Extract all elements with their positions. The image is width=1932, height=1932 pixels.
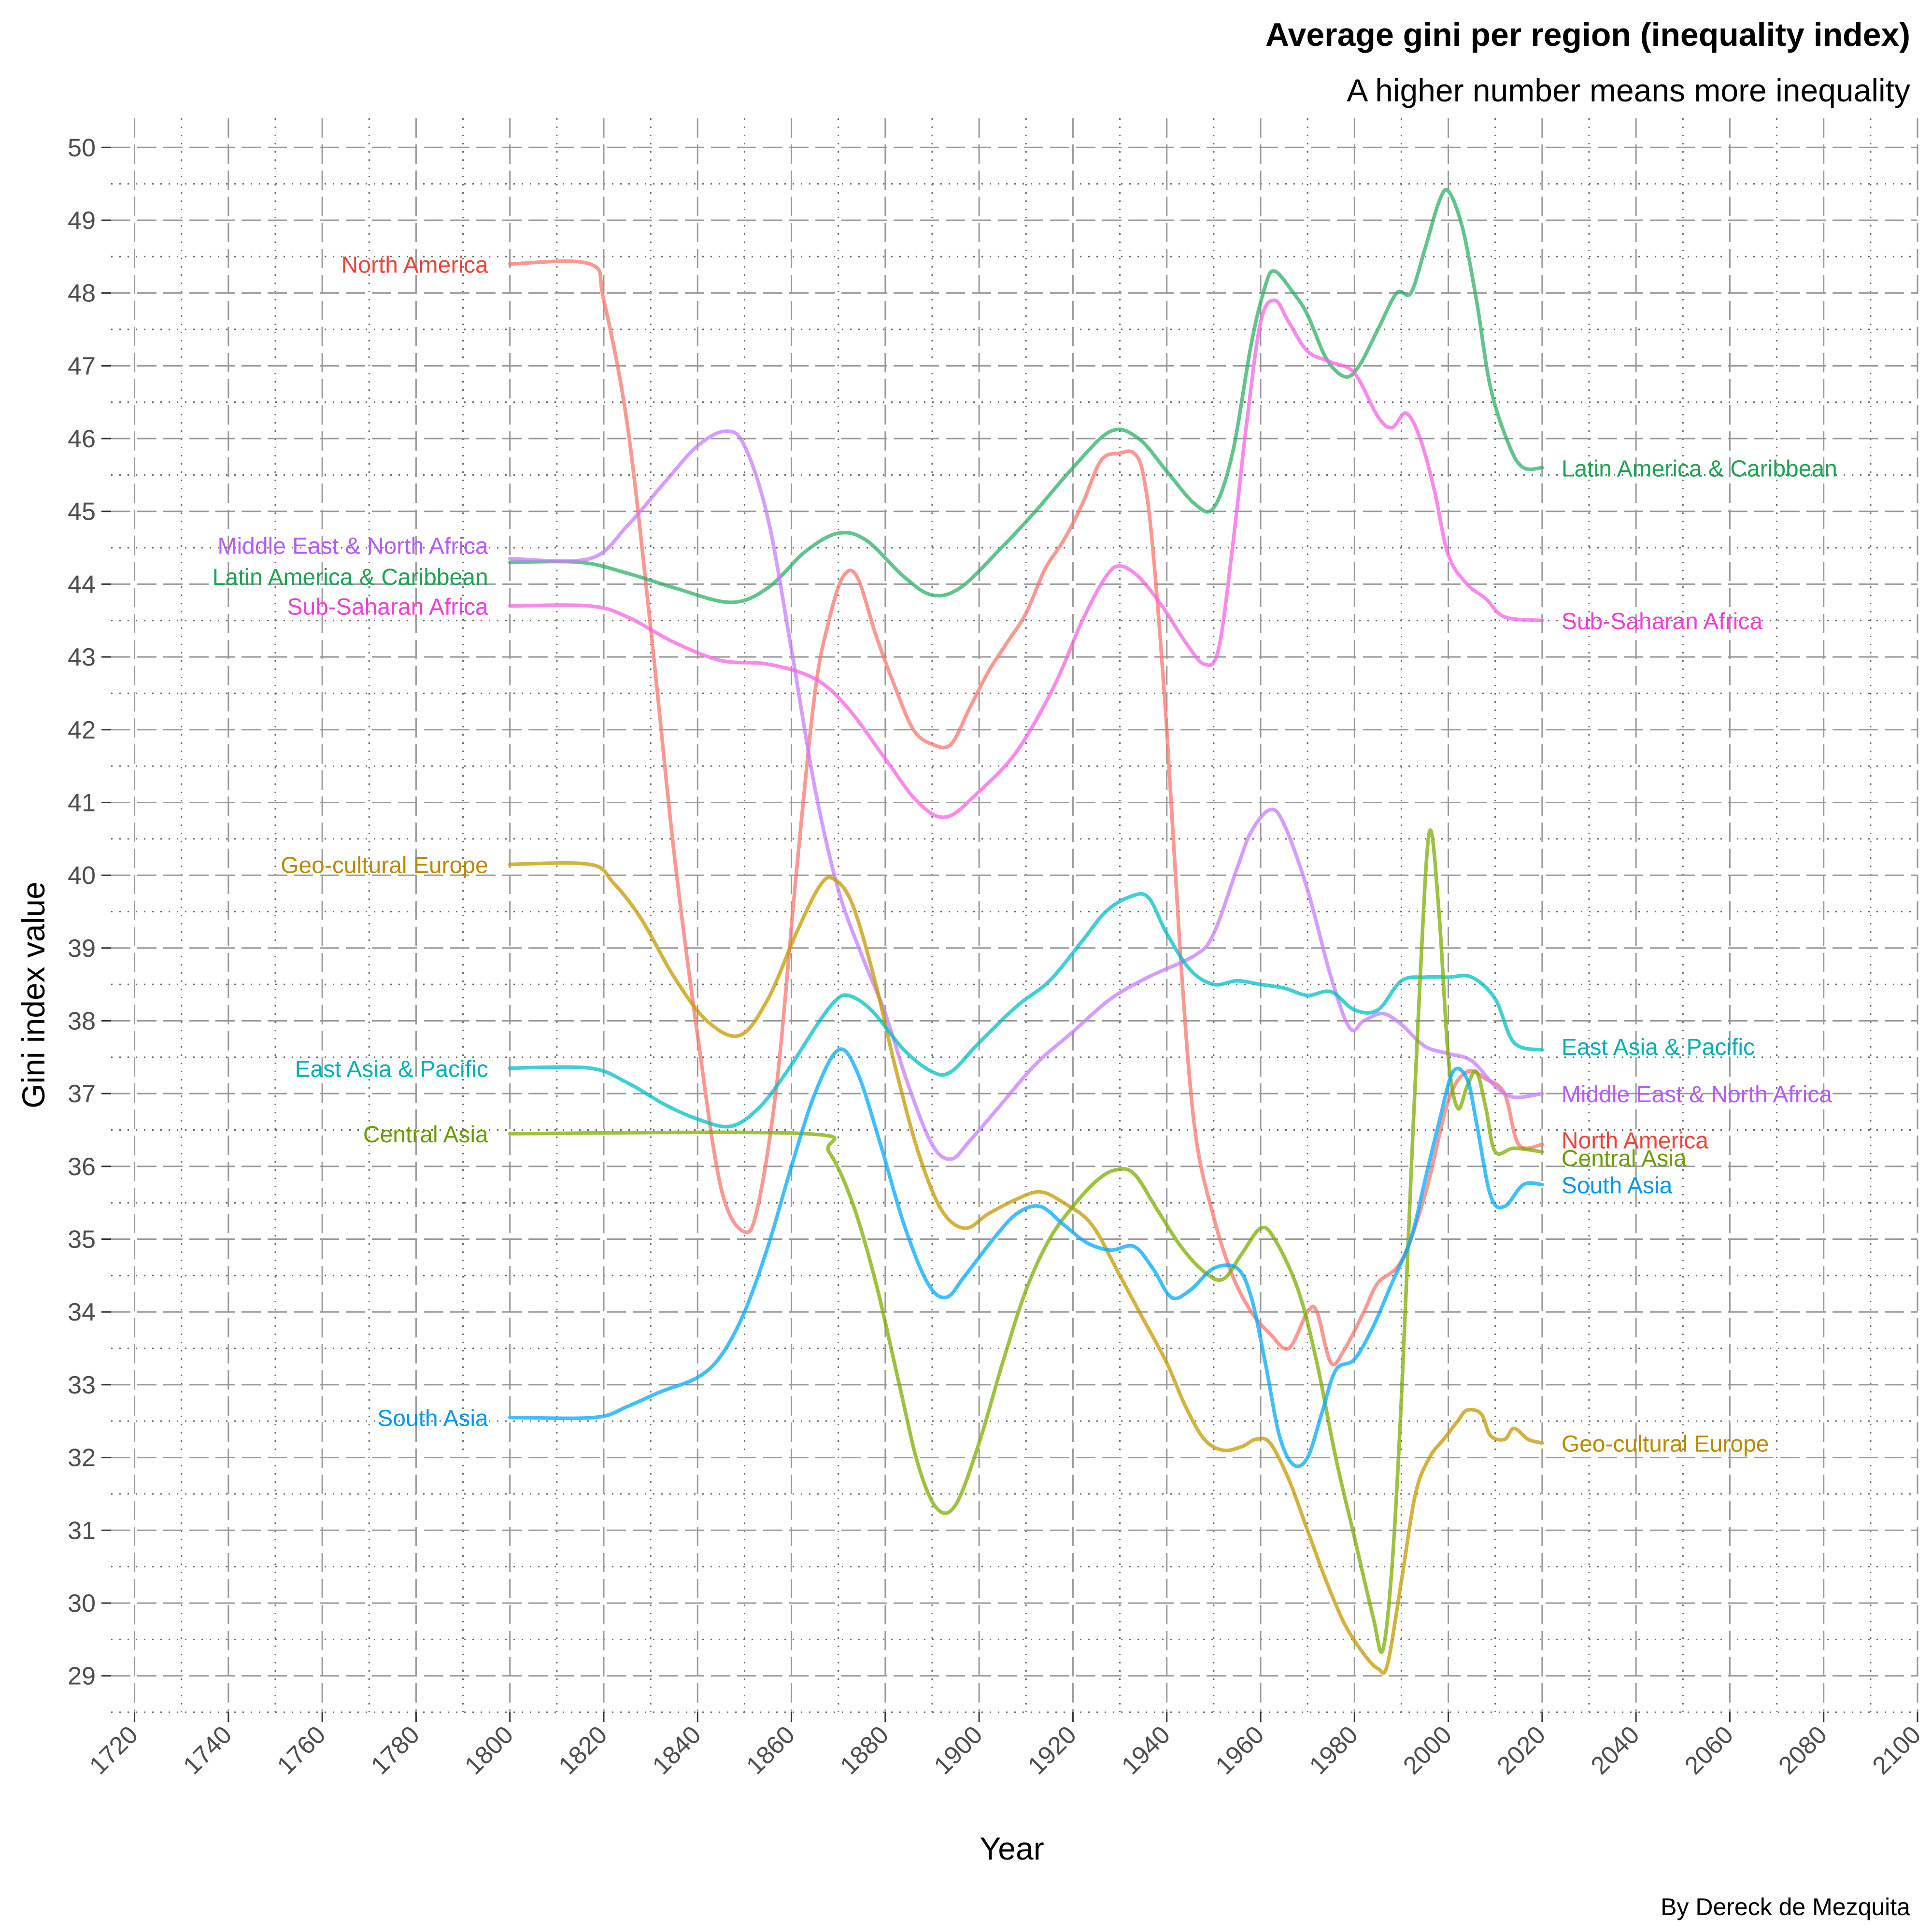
x-tick-label: 1840 [647, 1720, 707, 1780]
series-end-label-middle-east-north-africa: Middle East & North Africa [1562, 1082, 1833, 1108]
x-tick-label: 1740 [178, 1720, 238, 1780]
y-tick-label: 37 [68, 1080, 96, 1108]
y-tick-label: 31 [68, 1517, 96, 1545]
x-tick-label: 2080 [1773, 1720, 1833, 1780]
y-tick-label: 38 [68, 1007, 96, 1035]
x-tick-label: 1720 [84, 1720, 143, 1780]
x-tick-label: 1940 [1116, 1720, 1176, 1780]
y-tick-label: 39 [68, 935, 96, 963]
series-line-middle-east-north-africa [508, 429, 1544, 1161]
series-start-label-south-asia: South Asia [377, 1406, 488, 1432]
series-line-east-asia-pacific [508, 892, 1544, 1129]
y-tick-label: 47 [68, 352, 96, 380]
y-tick-label: 48 [68, 280, 96, 308]
series-end-label-east-asia-pacific: East Asia & Pacific [1562, 1035, 1755, 1060]
y-tick-label: 42 [68, 716, 96, 744]
y-tick-label: 29 [68, 1662, 96, 1690]
y-tick-label: 32 [68, 1444, 96, 1472]
y-tick-label: 40 [68, 862, 96, 890]
x-tick-label: 2040 [1586, 1720, 1645, 1780]
series-end-label-sub-saharan-africa: Sub-Saharan Africa [1562, 609, 1763, 635]
y-tick-label: 30 [68, 1590, 96, 1618]
chart-caption: By Dereck de Mezquita [1661, 1893, 1910, 1920]
y-tick-label: 34 [68, 1298, 96, 1326]
x-tick-label: 1860 [741, 1720, 800, 1780]
series-line-south-asia [508, 1047, 1544, 1468]
series-start-label-middle-east-north-africa: Middle East & North Africa [217, 534, 488, 559]
x-tick-label: 1920 [1023, 1720, 1082, 1780]
series-end-label-south-asia: South Asia [1562, 1173, 1673, 1199]
x-tick-label: 1760 [272, 1720, 331, 1780]
series-line-geo-cultural-europe [508, 861, 1544, 1675]
y-tick-label: 45 [68, 498, 96, 526]
x-tick-label: 1960 [1210, 1720, 1270, 1780]
y-tick-label: 49 [68, 207, 96, 235]
series-line-central-asia [508, 828, 1544, 1654]
x-tick-label: 1780 [366, 1720, 425, 1780]
series-start-label-east-asia-pacific: East Asia & Pacific [295, 1056, 488, 1082]
series-end-label-geo-cultural-europe: Geo-cultural Europe [1562, 1431, 1769, 1457]
y-tick-label: 50 [68, 134, 96, 162]
x-tick-label: 2000 [1398, 1720, 1457, 1780]
series-end-label-central-asia: Central Asia [1562, 1146, 1687, 1172]
y-tick-label: 44 [68, 570, 96, 598]
y-axis-title: Gini index value [15, 881, 51, 1108]
x-tick-label: 1800 [459, 1720, 519, 1780]
series-start-label-latin-america-caribbean: Latin America & Caribbean [213, 565, 488, 590]
x-tick-label: 2100 [1867, 1720, 1927, 1780]
series-lines [508, 187, 1544, 1675]
series-line-latin-america-caribbean [508, 187, 1544, 604]
x-tick-label: 1900 [929, 1720, 988, 1780]
x-tick-label: 2020 [1492, 1720, 1551, 1780]
series-end-label-north-america: North America [1562, 1128, 1708, 1154]
series-start-label-sub-saharan-africa: Sub-Saharan Africa [287, 595, 488, 620]
series-start-label-geo-cultural-europe: Geo-cultural Europe [281, 853, 488, 879]
series-labels: North America North America Latin America … [213, 252, 1837, 1457]
series-line-sub-saharan-africa [508, 298, 1544, 819]
y-tick-label: 43 [68, 643, 96, 671]
x-tick-label: 1880 [835, 1720, 895, 1780]
chart-title: Average gini per region (inequality inde… [1265, 16, 1910, 53]
y-tick-label: 33 [68, 1371, 96, 1399]
x-tick-label: 1980 [1304, 1720, 1364, 1780]
y-tick-label: 36 [68, 1153, 96, 1181]
x-tick-label: 2060 [1679, 1720, 1739, 1780]
axes: 1720 1740 1760 1780 1800 1820 1840 1860 1880 1900… [68, 134, 1926, 1780]
x-axis-title: Year [980, 1831, 1044, 1866]
series-line-north-america [508, 259, 1544, 1366]
x-tick-label: 1820 [554, 1720, 613, 1780]
y-tick-label: 46 [68, 425, 96, 453]
series-start-label-central-asia: Central Asia [363, 1122, 488, 1148]
grid [111, 118, 1918, 1713]
y-tick-label: 41 [68, 789, 96, 817]
series-end-label-latin-america-caribbean: Latin America & Caribbean [1562, 456, 1837, 482]
y-tick-label: 35 [68, 1226, 96, 1254]
chart-subtitle: A higher number means more inequality [1347, 72, 1910, 108]
series-start-label-north-america: North America [341, 252, 488, 278]
